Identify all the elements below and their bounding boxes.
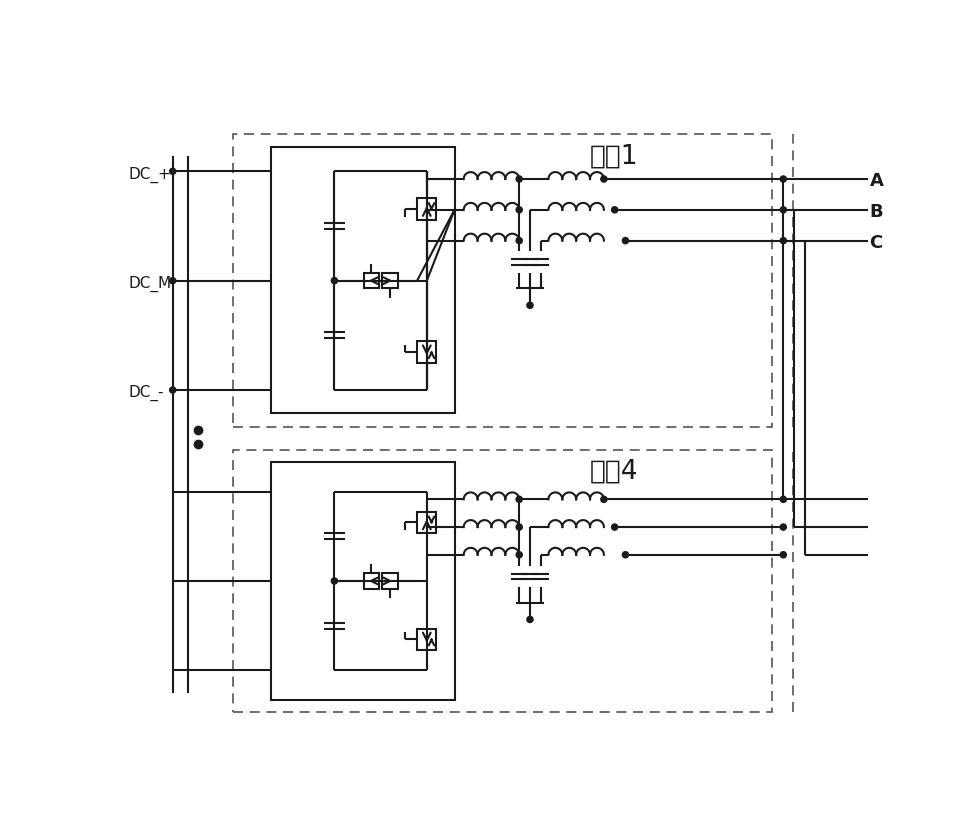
- Circle shape: [780, 238, 786, 244]
- Circle shape: [622, 238, 628, 244]
- Circle shape: [516, 207, 522, 214]
- Circle shape: [516, 177, 522, 183]
- Circle shape: [780, 552, 786, 559]
- Circle shape: [170, 169, 175, 175]
- Text: B: B: [869, 203, 883, 220]
- Bar: [382, 573, 398, 589]
- Bar: [271, 463, 455, 699]
- Circle shape: [516, 552, 522, 559]
- Bar: [364, 573, 379, 589]
- Circle shape: [622, 552, 628, 559]
- Text: C: C: [869, 233, 883, 251]
- Text: A: A: [869, 172, 883, 190]
- Bar: [417, 512, 436, 533]
- Bar: [233, 135, 772, 428]
- Circle shape: [516, 496, 522, 503]
- Text: DC_+: DC_+: [128, 166, 171, 183]
- Circle shape: [780, 496, 786, 503]
- Text: DC_M: DC_M: [128, 275, 171, 292]
- Circle shape: [612, 207, 617, 214]
- Circle shape: [612, 524, 617, 531]
- Circle shape: [601, 496, 607, 503]
- Bar: [364, 274, 379, 289]
- Circle shape: [780, 207, 786, 214]
- Circle shape: [331, 278, 337, 284]
- Text: 模块1: 模块1: [590, 143, 638, 169]
- Bar: [233, 450, 772, 712]
- Circle shape: [170, 387, 175, 394]
- Circle shape: [780, 524, 786, 531]
- Bar: [417, 342, 436, 364]
- Bar: [417, 199, 436, 220]
- Circle shape: [780, 177, 786, 183]
- Circle shape: [516, 238, 522, 244]
- Circle shape: [331, 578, 337, 584]
- Text: DC_-: DC_-: [128, 385, 164, 400]
- Circle shape: [516, 524, 522, 531]
- Circle shape: [170, 278, 175, 284]
- Bar: [417, 629, 436, 650]
- Circle shape: [527, 617, 533, 622]
- Bar: [382, 274, 398, 289]
- Text: 模块4: 模块4: [590, 459, 638, 484]
- Circle shape: [527, 303, 533, 309]
- Circle shape: [601, 177, 607, 183]
- Bar: [271, 147, 455, 414]
